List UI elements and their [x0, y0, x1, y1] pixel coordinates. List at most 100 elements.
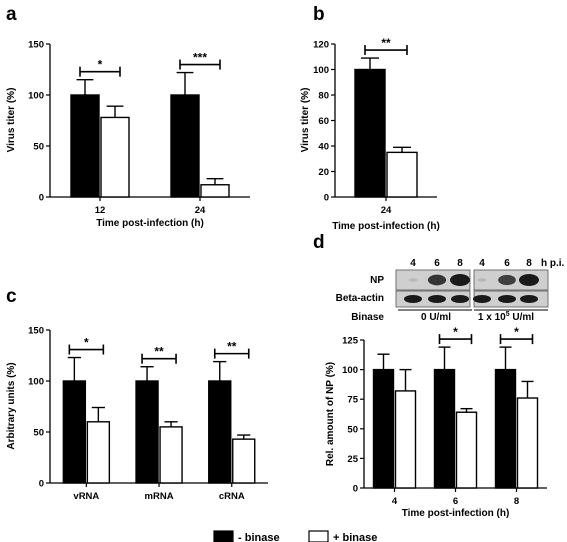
bar — [86, 421, 111, 484]
legend-label-plus-binase: + binase — [333, 532, 377, 542]
blot-lane-label: 6 — [504, 258, 510, 269]
significance-label: * — [98, 58, 103, 72]
x-tick-label: cRNA — [219, 491, 245, 502]
bar — [372, 368, 395, 489]
significance-label: ** — [381, 36, 391, 50]
western-blot: 4 6 8 4 6 8 h p.i. NP Beta-actin Binase … — [336, 258, 565, 323]
y-tick-label: 50 — [347, 424, 358, 435]
y-tick-label: 20 — [318, 167, 329, 178]
blot-row-label-actin: Beta-actin — [336, 293, 384, 304]
y-axis-label: Virus titer (%) — [300, 88, 311, 153]
bar — [394, 390, 417, 489]
y-tick-label: 0 — [39, 193, 44, 204]
x-axis-label: Time post-infection (h) — [402, 508, 510, 519]
y-tick-label: 100 — [313, 65, 329, 76]
blot-lane-suffix: h p.i. — [541, 258, 565, 269]
y-axis-label: Virus titer (%) — [6, 88, 17, 153]
blot-band — [498, 295, 516, 303]
x-tick-label: 24 — [195, 205, 206, 216]
blot-band — [498, 274, 516, 286]
y-tick-label: 60 — [318, 116, 329, 127]
bar — [70, 94, 100, 198]
bar — [516, 397, 539, 489]
chart-b: 0 20 40 60 80 100 120 Virus titer (%) Time post-… — [300, 36, 440, 232]
bar — [62, 380, 87, 484]
y-tick-label: 100 — [342, 365, 358, 376]
bar — [100, 116, 130, 198]
x-axis-label: Time post-infection (h) — [332, 221, 440, 232]
chart-a: 0 50 100 150 Virus titer (%) Time post-infect… — [6, 40, 250, 229]
legend-label-minus-binase: - binase — [238, 532, 280, 542]
blot-band — [451, 295, 469, 303]
x-axis-label: Time post-infection (h) — [96, 218, 204, 229]
x-tick-label: 4 — [392, 496, 398, 507]
bar — [386, 151, 418, 198]
blot-lane-label: 8 — [526, 258, 532, 269]
bar — [455, 411, 478, 489]
blot-row-label-np: NP — [370, 275, 384, 286]
y-tick-label: 100 — [28, 91, 44, 102]
blot-band — [428, 295, 446, 303]
y-tick-label: 150 — [28, 326, 44, 337]
legend: - binase + binase — [213, 530, 377, 542]
bar — [159, 426, 183, 484]
blot-treatment-group: 0 U/ml — [421, 312, 451, 323]
panel-letter-d: d — [313, 232, 325, 253]
x-tick-label: vRNA — [73, 491, 99, 502]
bar — [170, 94, 200, 198]
bar — [232, 438, 256, 484]
legend-swatch-plus-binase — [308, 530, 329, 542]
y-axis-label: Arbitrary units (%) — [6, 362, 17, 449]
panel-letter-c: c — [6, 286, 17, 307]
y-axis-label: Rel. amount of NP (%) — [325, 362, 336, 466]
y-tick-label: 100 — [28, 377, 44, 388]
bar — [135, 380, 159, 484]
y-tick-label: 75 — [347, 395, 358, 406]
x-tick-label: 12 — [95, 205, 106, 216]
significance-label: * — [453, 325, 458, 339]
blot-band — [427, 274, 447, 286]
y-tick-label: 0 — [353, 484, 358, 495]
bar — [494, 368, 517, 489]
blot-lane-label: 4 — [410, 258, 416, 269]
bar — [433, 368, 456, 489]
legend-swatch-minus-binase — [213, 530, 234, 542]
blot-lane-label: 6 — [434, 258, 440, 269]
blot-band — [408, 278, 418, 282]
y-tick-label: 0 — [324, 193, 329, 204]
x-tick-label: mRNA — [145, 491, 174, 502]
chart-c: 0 50 100 150 Arbitrary units (%) vRNA * mRNA ** c… — [6, 326, 268, 502]
y-tick-label: 125 — [342, 336, 359, 347]
blot-treatment-label: Binase — [351, 312, 384, 323]
significance-label: *** — [193, 51, 207, 65]
chart-d: 0 25 50 75 100 125 Rel. amount of NP (%) Time p… — [325, 325, 547, 519]
bar — [354, 68, 386, 198]
y-tick-label: 25 — [347, 454, 358, 465]
y-tick-label: 40 — [318, 142, 329, 153]
blot-lane-label: 8 — [457, 258, 463, 269]
blot-treatment-group: 1 x 105 U/ml — [478, 311, 534, 323]
blot-band — [520, 295, 538, 303]
significance-label: ** — [154, 345, 164, 359]
y-tick-label: 120 — [313, 40, 329, 51]
bar — [208, 380, 232, 484]
blot-band — [404, 295, 422, 303]
significance-label: * — [84, 336, 89, 350]
significance-label: * — [514, 325, 519, 339]
blot-band — [473, 295, 491, 303]
x-tick-label: 24 — [381, 205, 392, 216]
bar — [200, 184, 230, 198]
blot-rows — [395, 269, 549, 308]
y-tick-label: 80 — [318, 91, 329, 102]
y-tick-label: 150 — [28, 40, 44, 51]
blot-lane-label: 4 — [479, 258, 485, 269]
x-tick-label: 6 — [453, 496, 458, 507]
x-tick-label: 8 — [514, 496, 519, 507]
blot-band — [477, 278, 487, 282]
significance-label: ** — [227, 340, 237, 354]
blot-band — [450, 274, 470, 286]
y-tick-label: 50 — [33, 142, 44, 153]
panel-letter-b: b — [313, 4, 325, 25]
y-tick-label: 0 — [39, 479, 44, 490]
